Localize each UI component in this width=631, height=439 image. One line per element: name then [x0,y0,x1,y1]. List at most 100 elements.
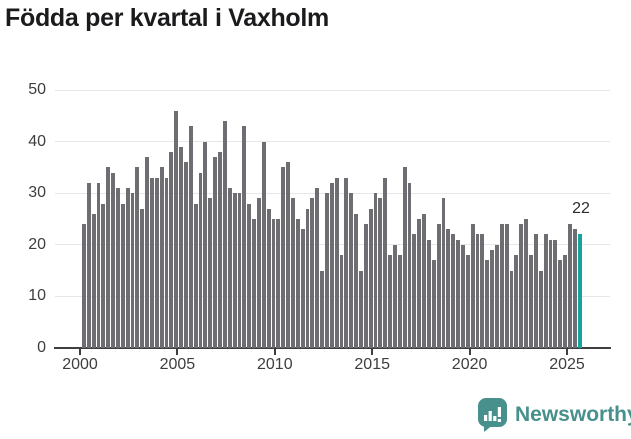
bar [412,234,417,348]
highlight-value-label: 22 [572,200,590,217]
bar [150,178,154,348]
bar [120,204,125,348]
gridline [55,89,610,91]
bar [222,121,227,348]
bar [286,162,290,348]
x-tick-mark [371,349,374,355]
bar [145,157,150,348]
x-tick-mark [468,349,471,355]
bar [276,219,281,348]
bar [174,111,179,348]
bar [475,234,480,348]
bar [130,193,135,348]
bar [82,224,86,348]
bar [339,255,344,348]
bar [358,271,363,348]
chart-title: Födda per kvartal i Vaxholm [5,4,329,32]
bar [349,193,354,348]
bar [461,245,465,348]
bar [529,255,533,348]
y-tick-label: 50 [28,81,46,98]
bar [397,255,402,348]
bar [261,142,266,348]
bar [140,209,145,348]
bar [480,234,485,348]
bar [558,260,563,348]
bar [116,188,120,348]
bar [111,173,116,348]
bar [504,224,509,348]
bar [378,198,383,348]
bar [465,255,470,348]
bar [548,240,553,348]
bar [300,229,305,348]
x-tick-label: 2020 [451,356,488,373]
bar [247,204,252,348]
gridline [55,141,610,143]
bar [407,183,412,348]
bar [164,178,169,348]
bar [242,126,247,348]
bar [135,167,140,348]
bar [446,229,451,348]
bar [363,224,368,348]
bar [524,219,529,348]
bar [354,214,358,348]
bar [184,162,188,348]
y-tick-label: 0 [37,339,46,356]
bar [101,204,106,348]
bar [227,188,232,348]
bar [422,214,427,348]
bar [431,260,436,348]
bar [86,183,91,348]
bar [393,245,397,348]
bar [310,198,315,348]
bar [383,178,388,348]
bar [213,157,218,348]
bar [567,224,572,348]
x-tick-label: 2025 [549,356,585,373]
x-tick-mark [273,349,276,355]
bar [232,193,237,348]
bar [266,209,271,348]
bar [451,234,456,348]
y-tick-label: 30 [28,184,46,202]
bar [237,193,242,348]
bar [324,193,329,348]
bar [96,183,101,348]
bar [179,147,184,348]
bar [495,245,499,348]
bar [159,167,164,348]
bar [388,255,392,348]
bar [427,240,431,348]
bar [315,188,320,348]
bar [499,224,504,348]
bar [441,198,446,348]
bar [320,271,324,348]
bar [533,234,538,348]
y-tick-label: 20 [28,235,46,253]
bar [553,240,558,348]
bar [295,219,300,348]
bar [456,240,461,348]
y-tick-label: 40 [28,132,46,150]
bar [519,224,524,348]
bar [572,229,577,348]
bar [281,167,286,348]
bar [402,167,407,348]
bar [188,126,193,348]
bar [169,152,174,348]
bar-highlighted [577,234,582,348]
newsworthy-logo: Newsworthy [477,397,631,433]
x-tick-label: 2010 [257,356,293,373]
bar [91,214,96,348]
bar [490,250,495,348]
bar [252,219,256,348]
x-tick-mark [176,349,179,355]
bar [218,152,222,348]
x-tick-mark [79,349,81,355]
bar [344,178,349,348]
bar [543,234,548,348]
bar [509,271,514,348]
bar [373,193,378,348]
